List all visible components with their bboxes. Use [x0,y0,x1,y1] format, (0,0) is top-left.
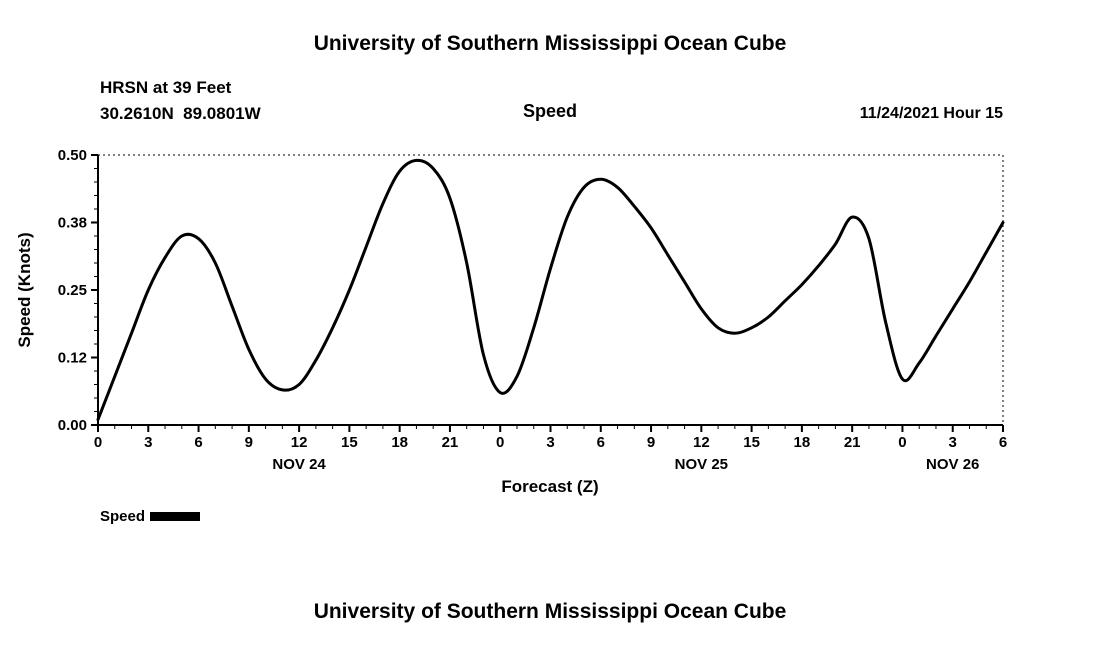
x-tick-label: 15 [743,434,760,451]
y-axis-label: Speed (Knots) [15,232,34,347]
forecast-run-timestamp: 11/24/2021 Hour 15 [859,105,1003,122]
day-label: NOV 24 [272,456,326,473]
station-coordinates: 30.2610N 89.0801W [100,104,261,123]
y-tick-label: 0.38 [58,215,87,232]
next-page-title: University of Southern Mississippi Ocean… [313,600,787,623]
x-tick-label: 21 [442,434,459,451]
x-tick-label: 6 [999,434,1007,451]
axis-ticks [91,154,1004,432]
x-tick-label: 3 [144,434,152,451]
x-tick-label: 18 [391,434,408,451]
page-title: University of Southern Mississippi Ocean… [313,32,787,55]
legend-label-speed: Speed [100,508,146,525]
y-tick-label: 0.12 [58,350,87,367]
x-tick-label: 6 [597,434,605,451]
x-axis-label: Forecast (Z) [501,477,598,496]
x-tick-label: 0 [898,434,906,451]
x-tick-label: 9 [245,434,253,451]
x-tick-label: 3 [949,434,957,451]
x-tick-label: 18 [794,434,811,451]
speed-line [96,158,1005,422]
chart-title: Speed [522,101,578,121]
x-tick-label: 0 [496,434,504,451]
day-label: NOV 25 [675,456,728,473]
legend-line-swatch-icon [150,512,201,521]
x-tick-label: 12 [693,434,710,451]
station-label: HRSN at 39 Feet [100,78,232,97]
y-tick-label: 0.25 [58,282,87,299]
axis-tick-labels: 0 3 6 9 12 15 18 21 0 3 6 9 12 15 18 21 0 3 6 0.00 0.12 0.25 0… [58,147,1007,473]
x-tick-label: 15 [341,434,358,451]
x-tick-label: 0 [94,434,102,451]
x-tick-label: 3 [546,434,554,451]
y-tick-label: 0.50 [58,147,87,164]
x-tick-label: 12 [291,434,308,451]
x-tick-label: 9 [647,434,655,451]
x-tick-label: 21 [844,434,861,451]
x-tick-label: 6 [194,434,202,451]
speed-series [96,158,1005,422]
chart-frame [97,154,1004,426]
legend: Speed [100,508,201,525]
y-tick-label: 0.00 [58,417,87,434]
day-label: NOV 26 [926,456,979,473]
